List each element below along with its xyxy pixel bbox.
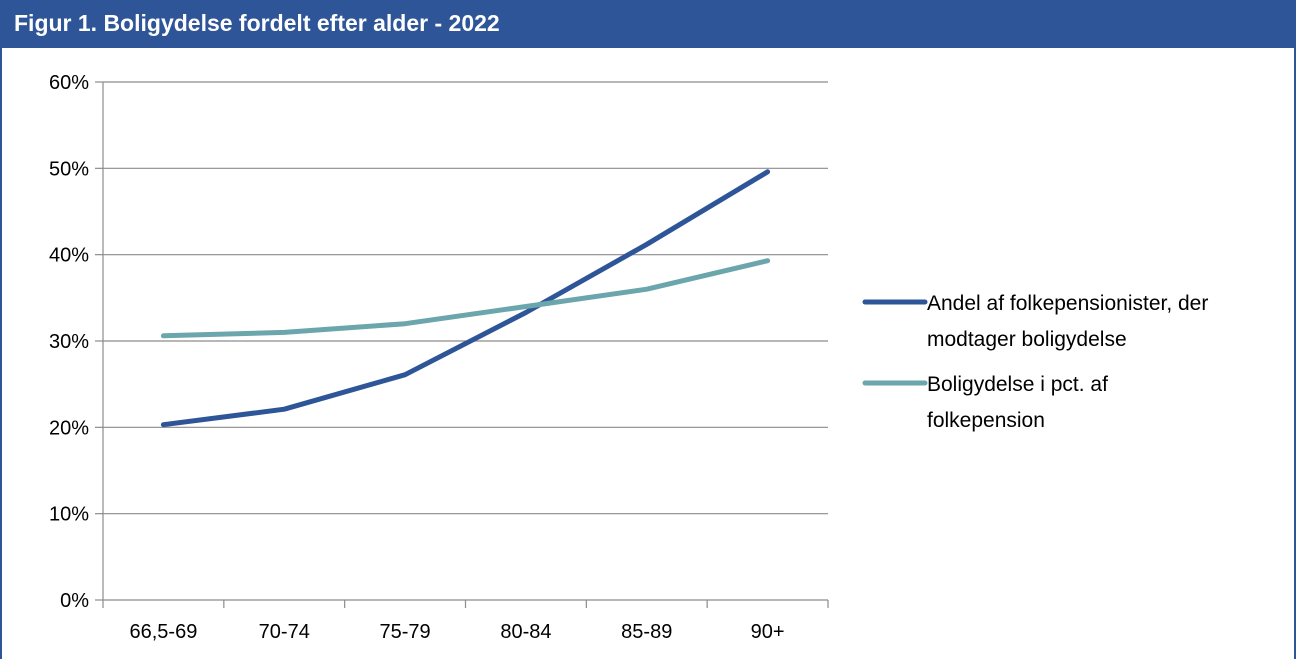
legend-label-2: Boligydelse i pct. af [927, 373, 1108, 396]
y-tick-label: 0% [60, 590, 89, 612]
legend-label-1: modtager boligydelse [927, 328, 1127, 351]
y-tick-label: 30% [49, 331, 89, 353]
y-tick-label: 40% [49, 245, 89, 267]
x-tick-label: 80-84 [500, 621, 551, 643]
figure-title: Figur 1. Boligydelse fordelt efter alder… [14, 10, 500, 36]
series-line-2 [160, 258, 771, 339]
y-tick-label: 60% [49, 72, 89, 94]
x-tick-label: 85-89 [621, 621, 672, 643]
series-line-1 [160, 169, 771, 428]
x-tick-label: 70-74 [259, 621, 310, 643]
x-tick-label: 75-79 [380, 621, 431, 643]
figure-header: Figur 1. Boligydelse fordelt efter alder… [0, 0, 1296, 48]
y-tick-label: 50% [49, 158, 89, 180]
legend-label-1: Andel af folkepensionister, der [927, 292, 1208, 315]
y-tick-label: 20% [49, 417, 89, 439]
x-tick-label: 90+ [751, 621, 785, 643]
x-tick-label: 66,5-69 [129, 621, 197, 643]
y-tick-label: 10% [49, 504, 89, 526]
legend-label-2: folkepension [927, 409, 1045, 432]
